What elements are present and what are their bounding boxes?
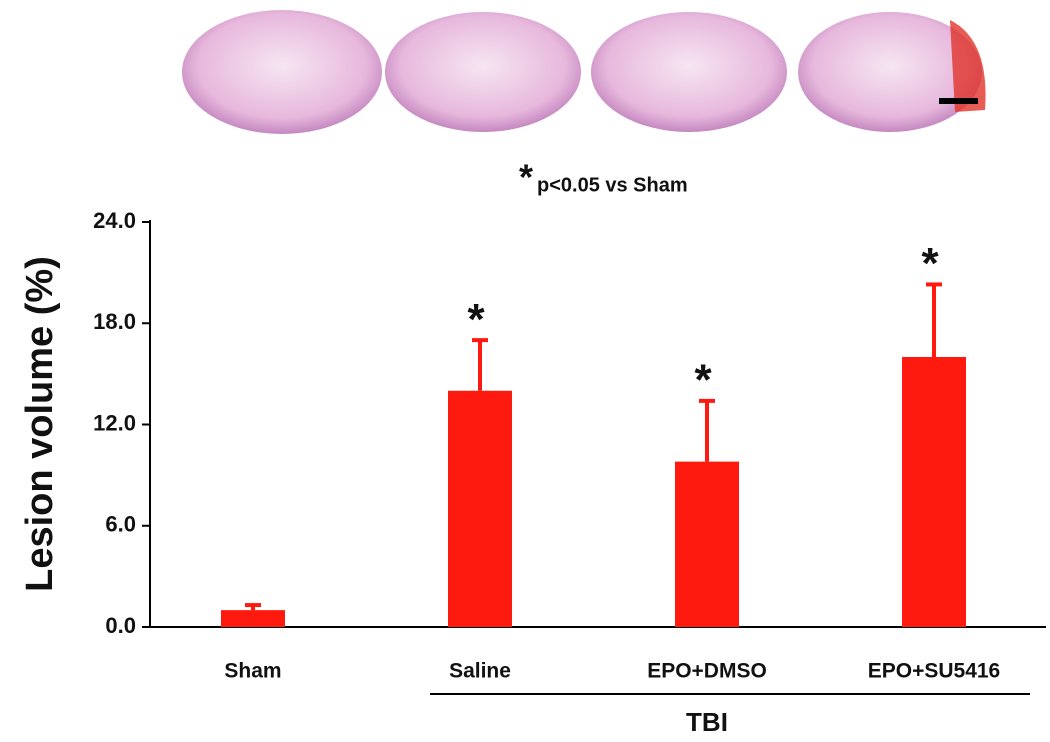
- brain-sections: [182, 10, 986, 134]
- x-tick-label: Saline: [449, 660, 511, 683]
- bar: [221, 610, 285, 627]
- group-label: TBI: [686, 707, 728, 737]
- note-marker: *: [519, 157, 533, 198]
- y-tick-label: 18.0: [93, 309, 136, 334]
- bar: [448, 390, 512, 627]
- x-tick-label: EPO+SU5416: [868, 660, 1001, 683]
- y-tick-label: 6.0: [105, 512, 136, 537]
- x-tick-label: Sham: [224, 660, 281, 683]
- y-tick-label: 0.0: [105, 613, 136, 638]
- brain-image: [385, 12, 581, 132]
- bar: [675, 461, 739, 627]
- significance-note: p<0.05 vs Sham: [537, 174, 688, 196]
- y-tick-label: 12.0: [93, 410, 136, 435]
- brain-image: [182, 10, 382, 134]
- significance-marker: *: [694, 356, 712, 405]
- bar: [902, 357, 966, 627]
- lesion-area: [950, 20, 986, 112]
- y-axis-label: Lesion volume (%): [19, 256, 61, 592]
- x-tick-label: EPO+DMSO: [647, 660, 767, 683]
- significance-marker: *: [467, 295, 485, 344]
- y-tick-label: 24.0: [93, 208, 136, 233]
- brain-image: [798, 12, 982, 132]
- brain-image: [591, 12, 787, 132]
- significance-marker: *: [921, 239, 939, 288]
